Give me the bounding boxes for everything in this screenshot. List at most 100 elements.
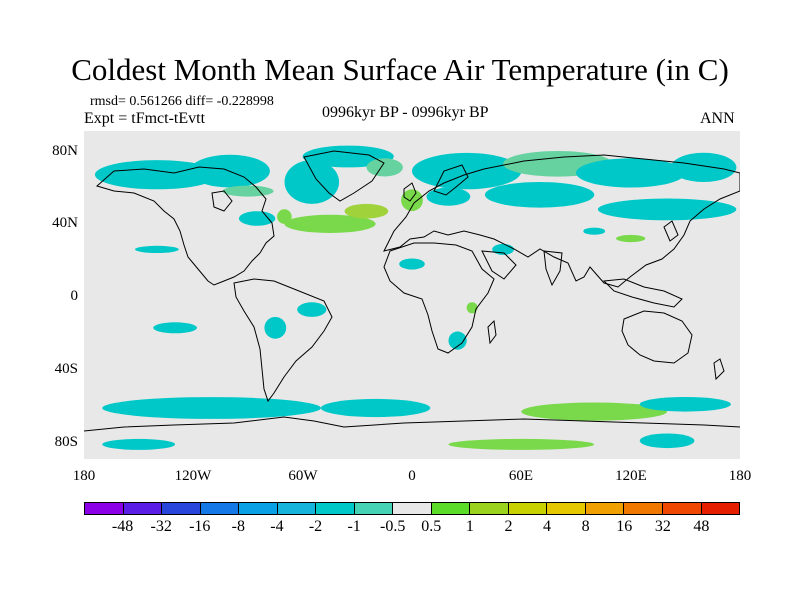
colorbar-box: [239, 503, 278, 514]
anomaly-patch: [94, 160, 219, 190]
anomaly-patch: [576, 158, 686, 188]
colorbar-box: [123, 503, 163, 514]
anomaly-patch: [639, 433, 695, 449]
anomaly-patch: [670, 152, 737, 182]
anomaly-patch: [466, 302, 478, 314]
coast-japan: [663, 220, 679, 242]
anomaly-patch: [399, 258, 425, 270]
lon-label-60e: 60E: [508, 468, 534, 484]
coast-europe-asia: [383, 154, 740, 288]
colorbar-label: -2: [308, 518, 323, 535]
lon-label-120w: 120W: [174, 468, 212, 484]
anomaly-patch: [616, 234, 646, 243]
anomaly-patch: [583, 227, 606, 235]
anomaly-patch: [238, 211, 276, 226]
coast-south-america: [233, 278, 333, 403]
coast-britain: [403, 182, 417, 202]
coast-north-america: [95, 166, 275, 286]
colorbar-label: 48: [693, 518, 710, 535]
anomaly-patch: [264, 316, 287, 339]
lat-label-0: 0: [70, 288, 79, 304]
anomaly-patch: [484, 182, 595, 208]
colorbar-label: 16: [616, 518, 633, 535]
lat-label-80n: 80N: [52, 143, 78, 159]
anomaly-patch: [401, 189, 423, 212]
experiment-text: Expt = tFmct-tEvtt: [84, 110, 206, 127]
colorbar-box: [162, 503, 201, 514]
coast-scandinavia: [433, 164, 469, 196]
colorbar-label: 1: [465, 518, 474, 535]
colorbar-box: [662, 503, 702, 514]
anomaly-patch: [366, 158, 403, 177]
colorbar-label: -16: [189, 518, 211, 535]
colorbar-label: 4: [543, 518, 552, 535]
plot-title: Coldest Month Mean Surface Air Temperatu…: [71, 52, 729, 87]
anomaly-patch: [135, 245, 179, 253]
coast-new-zealand: [713, 358, 725, 381]
colorbar-box: [277, 503, 317, 514]
coast-hudson-bay: [211, 190, 233, 212]
colorbar-label: -1: [347, 518, 361, 535]
lat-label-40n: 40N: [52, 215, 78, 231]
anomaly-patch: [222, 185, 274, 197]
lon-label-180w: 180: [72, 468, 96, 484]
colorbar-box: [354, 503, 394, 514]
anomaly-patch: [448, 331, 467, 350]
colorbar-box: [470, 503, 509, 514]
anomaly-patch: [153, 322, 197, 334]
lon-label-120e: 120E: [615, 468, 647, 484]
colorbar-box: [85, 503, 124, 514]
colorbar-label: -32: [150, 518, 172, 535]
anomaly-patch: [277, 209, 292, 224]
colorbar-box: [624, 503, 663, 514]
colorbar-label: 2: [504, 518, 513, 535]
colorbar-box: [508, 503, 548, 514]
coastlines: [84, 150, 740, 432]
anomaly-patch: [412, 152, 522, 190]
colorbar-box: [547, 503, 586, 514]
coast-india: [543, 250, 563, 287]
colorbar-box: [585, 503, 625, 514]
lat-label-80s: 80S: [54, 434, 78, 450]
anomaly-patch: [284, 214, 376, 233]
map-plot: [84, 131, 740, 459]
coast-greenland: [303, 150, 385, 202]
anomaly-patch: [297, 302, 327, 317]
coast-australia: [621, 310, 693, 364]
colorbar-label: 8: [581, 518, 590, 535]
anomaly-patch: [102, 397, 321, 419]
colorbar-label: 32: [654, 518, 671, 535]
colorbar-box: [701, 503, 740, 514]
coast-antarctica: [84, 416, 740, 432]
coast-southeast-asia: [602, 278, 683, 308]
colorbar-label: -8: [231, 518, 245, 535]
coast-arabia: [481, 250, 517, 280]
anomaly-patch: [426, 187, 471, 206]
anomaly-patch: [320, 398, 431, 418]
colorbar-label: -48: [111, 518, 134, 535]
coast-africa: [383, 242, 495, 354]
colorbar-label: 0.5: [421, 518, 442, 535]
lon-label-180e: 180: [728, 468, 752, 484]
anomaly-patch: [639, 397, 731, 412]
coast-madagascar: [487, 319, 497, 345]
stats-text: rmsd= 0.561266 diff= -0.228998: [90, 94, 274, 109]
colorbar-label: -4: [270, 518, 284, 535]
lat-label-40s: 40S: [54, 361, 78, 377]
colorbar: [84, 502, 740, 515]
anomaly-patch: [597, 198, 737, 221]
colorbar-label: -0.5: [380, 518, 406, 535]
period-text: 0996kyr BP - 0996kyr BP: [322, 104, 489, 121]
anomaly-patch: [284, 160, 340, 204]
anomaly-patch: [448, 438, 595, 450]
anomaly-patch: [344, 203, 389, 219]
anomaly-patch: [102, 438, 176, 450]
lon-label-0: 0: [408, 468, 416, 484]
season-text: ANN: [700, 110, 735, 127]
colorbar-box: [316, 503, 355, 514]
colorbar-box: [393, 503, 432, 514]
colorbar-box: [431, 503, 471, 514]
anomaly-patch: [521, 402, 668, 421]
colorbar-box: [200, 503, 240, 514]
lon-label-60w: 60W: [288, 468, 318, 484]
